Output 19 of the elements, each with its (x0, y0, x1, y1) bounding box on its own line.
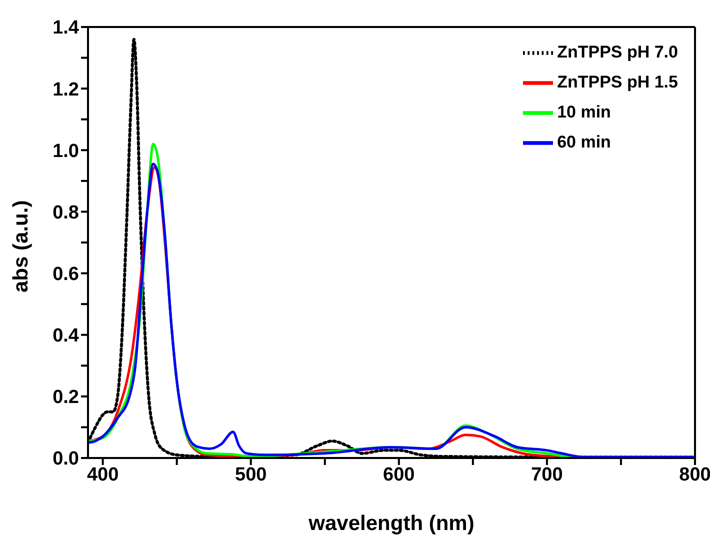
legend-label: 10 min (557, 102, 611, 122)
y-tick-label: 1.4 (52, 18, 80, 39)
x-tick-label: 400 (86, 464, 119, 486)
y-axis-title: abs (a.u.) (9, 200, 32, 292)
x-tick-label: 600 (383, 464, 415, 486)
y-tick-label: 0.8 (52, 202, 79, 224)
y-tick-label: 0.6 (52, 264, 79, 286)
x-tick-label: 500 (235, 464, 267, 486)
y-tick-label: 0.2 (52, 387, 79, 408)
legend-label: 60 min (557, 132, 611, 152)
y-tick-label: 0.0 (52, 448, 79, 470)
x-tick-label: 800 (679, 464, 711, 486)
y-tick-label: 1.0 (52, 140, 79, 162)
legend-label: ZnTPPS pH 7.0 (557, 42, 678, 62)
y-tick-label: 0.4 (52, 326, 80, 347)
x-axis-title: wavelength (nm) (308, 512, 474, 535)
legend-label: ZnTPPS pH 1.5 (557, 72, 678, 92)
x-tick-label: 700 (531, 464, 563, 486)
y-tick-label: 1.2 (52, 79, 79, 100)
